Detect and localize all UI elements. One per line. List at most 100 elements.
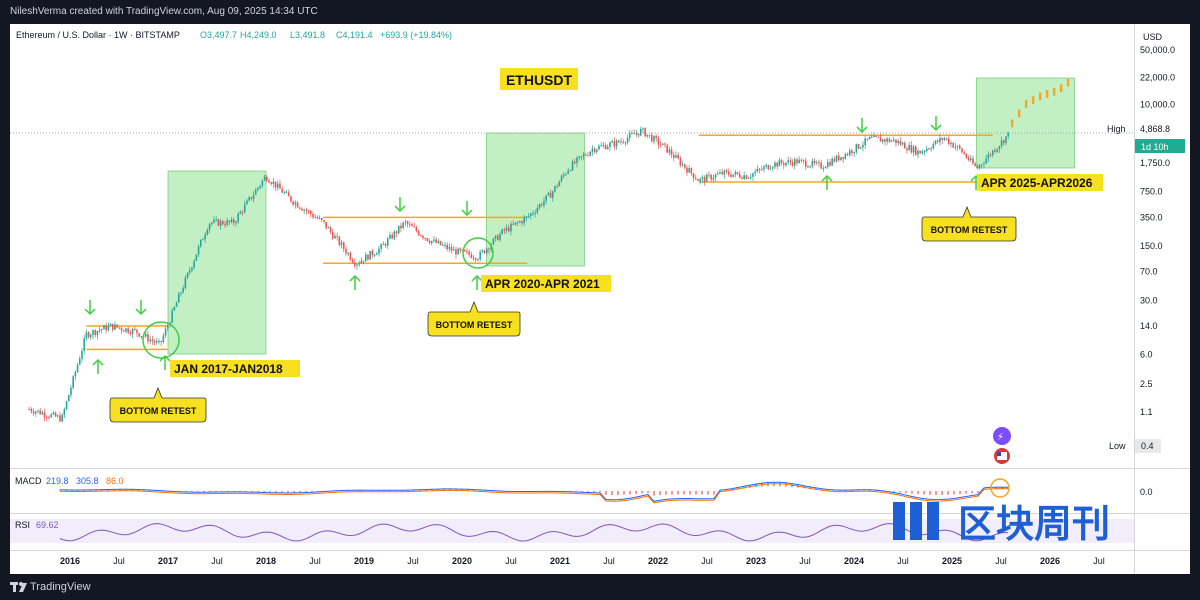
candle-body	[895, 139, 897, 144]
macd-histogram-bar	[977, 491, 979, 493]
candle-body	[364, 254, 367, 262]
candle-body	[853, 151, 855, 154]
x-axis-label: Jul	[701, 556, 713, 566]
candle-body	[402, 222, 404, 229]
candle-body	[681, 164, 684, 166]
candle-body	[822, 168, 825, 170]
candle-body	[204, 234, 206, 240]
macd-histogram-bar	[455, 488, 457, 491]
candle-body	[602, 145, 605, 147]
candle-body	[309, 210, 312, 215]
candle-body	[650, 134, 653, 142]
candle-body	[628, 133, 631, 138]
candle-body	[237, 213, 239, 222]
candle-body	[961, 148, 963, 153]
candle-body	[976, 166, 979, 168]
candle-body	[455, 249, 457, 255]
candle-body	[81, 350, 83, 359]
candle-body	[622, 141, 624, 143]
candle-body	[503, 229, 506, 231]
candle-body	[626, 137, 629, 143]
macd-histogram-bar	[899, 491, 901, 493]
candle-body	[703, 177, 706, 182]
macd-histogram-bar	[701, 491, 703, 495]
candle-body	[551, 191, 554, 198]
candle-body	[782, 163, 785, 166]
candle-body	[232, 219, 235, 224]
candle-body	[776, 162, 778, 167]
candle-body	[796, 159, 798, 164]
candle-body	[206, 229, 209, 235]
candle-body	[765, 165, 767, 167]
candle-body	[162, 335, 165, 342]
event-icon[interactable]	[993, 427, 1011, 445]
macd-histogram-bar	[923, 491, 925, 495]
x-axis-label: Jul	[603, 556, 615, 566]
tradingview-logo-icon	[10, 582, 27, 592]
candle-body	[103, 325, 105, 330]
candle-body	[998, 146, 1001, 150]
candle-body	[642, 128, 644, 130]
x-axis-label: 2016	[60, 556, 80, 566]
projection-bar	[1045, 90, 1049, 98]
candle-body	[666, 144, 668, 153]
attribution-text: NileshVerma created with TradingView.com…	[10, 6, 318, 17]
candle-body	[723, 170, 726, 175]
candle-body	[778, 160, 781, 167]
candle-body	[83, 338, 85, 351]
candle-body	[197, 246, 200, 255]
candle-body	[956, 145, 959, 147]
candle-body	[92, 330, 94, 335]
macd-histogram-bar	[1007, 487, 1009, 490]
retest-circles	[142, 237, 494, 359]
chart-annotation-title: ETHUSDT	[506, 72, 573, 88]
candle-body	[109, 323, 112, 326]
macd-histogram-bar	[587, 491, 589, 493]
candle-body	[294, 202, 297, 205]
candle-body	[325, 221, 327, 228]
candle-body	[483, 250, 486, 254]
candle-body	[538, 204, 541, 208]
candle-body	[481, 250, 484, 252]
candle-body	[320, 218, 323, 220]
candle-body	[512, 223, 514, 225]
candle-body	[336, 235, 338, 237]
countdown-tag	[1135, 139, 1185, 153]
macd-histogram-bar	[821, 488, 823, 491]
macd-histogram-bar	[599, 491, 601, 493]
candle-body	[837, 155, 840, 161]
candle-body	[815, 162, 818, 164]
candle-body	[565, 173, 567, 175]
candle-body	[67, 395, 70, 402]
y-axis-label: 2.5	[1140, 379, 1153, 389]
down-arrow-icon	[856, 118, 868, 134]
candle-body	[87, 332, 90, 338]
candle-body	[664, 143, 666, 145]
x-axis-label: Jul	[505, 556, 517, 566]
candle-body	[901, 142, 904, 145]
macd-histogram-bar	[185, 491, 187, 492]
x-axis-label: Jul	[407, 556, 419, 566]
projection-bar	[1017, 109, 1021, 118]
candle-body	[111, 323, 114, 330]
y-axis-label: 22,000.0	[1140, 73, 1175, 83]
candle-body	[974, 163, 976, 167]
up-arrow-icon	[159, 354, 171, 370]
candle-body	[228, 220, 231, 222]
candle-body	[276, 183, 279, 188]
candle-body	[450, 247, 453, 251]
macd-histogram-bar	[209, 491, 211, 492]
macd-histogram-bar	[971, 491, 973, 494]
candle-body	[846, 153, 849, 155]
candle-body	[1000, 140, 1003, 147]
candle-body	[417, 230, 420, 236]
macd-histogram-bar	[617, 491, 619, 495]
candle-body	[446, 244, 448, 249]
candle-body	[967, 157, 970, 161]
candle-body	[261, 180, 264, 186]
candle-body	[890, 140, 893, 142]
candle-body	[122, 330, 125, 332]
candle-body	[292, 201, 294, 205]
macd-histogram-bar	[125, 489, 127, 491]
candle-body	[246, 200, 248, 205]
